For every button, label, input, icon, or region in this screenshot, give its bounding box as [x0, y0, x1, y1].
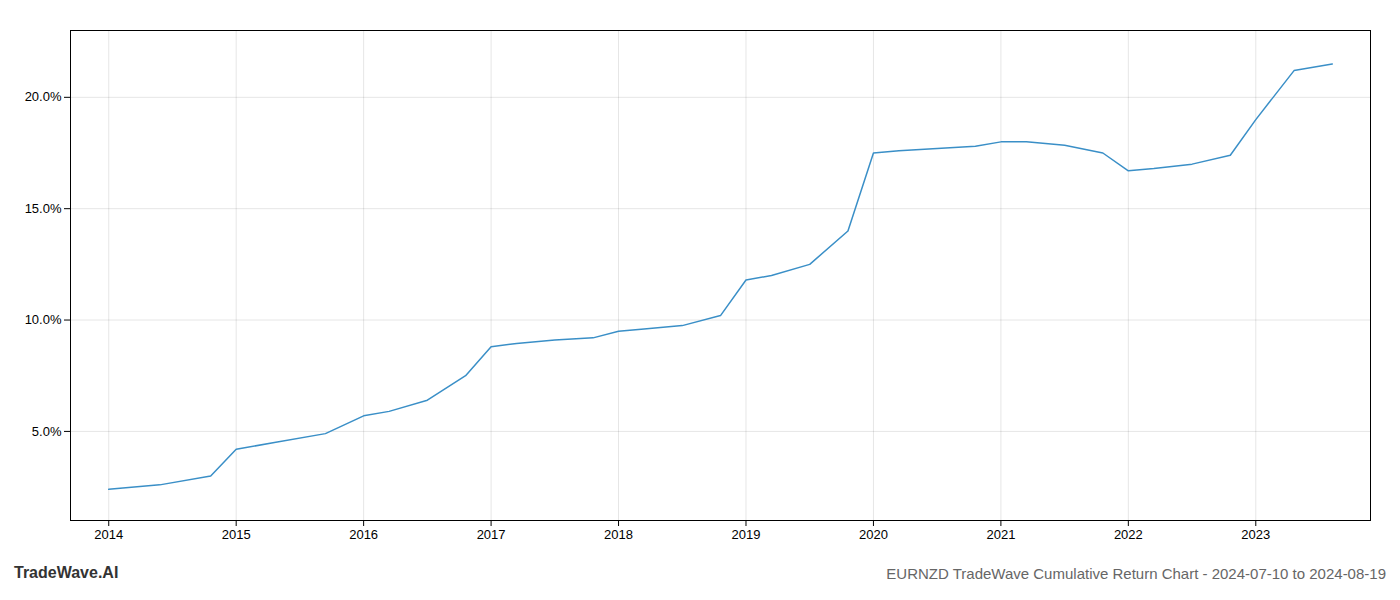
- svg-text:2019: 2019: [732, 527, 761, 542]
- svg-text:2022: 2022: [1114, 527, 1143, 542]
- svg-text:5.0%: 5.0%: [32, 424, 62, 439]
- svg-text:2015: 2015: [222, 527, 251, 542]
- svg-text:2016: 2016: [349, 527, 378, 542]
- svg-text:2018: 2018: [604, 527, 633, 542]
- svg-text:15.0%: 15.0%: [25, 201, 62, 216]
- svg-text:2021: 2021: [986, 527, 1015, 542]
- svg-text:2017: 2017: [477, 527, 506, 542]
- svg-text:10.0%: 10.0%: [25, 312, 62, 327]
- svg-text:2020: 2020: [859, 527, 888, 542]
- html-text:TradeWave.AI: TradeWave.AI: [14, 564, 119, 581]
- html-text:EURNZD TradeWave Cumulative Re: EURNZD TradeWave Cumulative Return Chart…: [886, 565, 1386, 582]
- svg-text:20.0%: 20.0%: [25, 89, 62, 104]
- svg-text:2014: 2014: [94, 527, 123, 542]
- svg-text:2023: 2023: [1241, 527, 1270, 542]
